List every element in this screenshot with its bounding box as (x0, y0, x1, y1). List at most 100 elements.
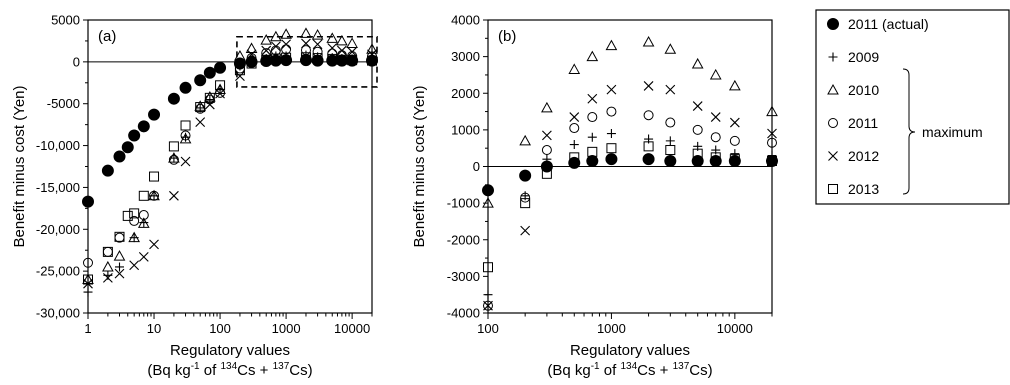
legend-frame (815, 9, 1010, 205)
legend-label: 2010 (848, 82, 879, 98)
data-point (83, 287, 93, 297)
data-point (568, 156, 581, 169)
panel-a-x-tick-label: 10000 (334, 321, 370, 336)
panel-b-label: (b) (498, 28, 516, 45)
data-point (245, 42, 258, 53)
panel-a-y-tick-label: -30,000 (36, 306, 80, 321)
panel-b-series-2011 (483, 106, 777, 311)
data-point (520, 192, 531, 203)
data-point (691, 155, 704, 168)
panel-b-y-tick-label: 1000 (451, 122, 480, 137)
data-point (519, 169, 532, 182)
panel-b-x-tick-label: 1000 (597, 321, 626, 336)
legend: 2011 (actual) 2009 2010 2011 2012 2013 maximu… (815, 9, 1010, 205)
data-point (327, 43, 338, 53)
data-point (520, 198, 531, 209)
data-point (138, 252, 149, 262)
data-point (102, 272, 113, 283)
data-point (169, 190, 179, 201)
panel-b-series-2011-actual- (482, 153, 778, 197)
data-point (665, 84, 676, 95)
data-point (326, 32, 339, 43)
data-point (215, 88, 225, 99)
data-point (568, 63, 581, 74)
data-point (180, 156, 191, 167)
data-point (102, 246, 113, 257)
data-point (114, 268, 125, 279)
data-point (606, 129, 616, 139)
data-point (195, 103, 205, 113)
data-point (569, 123, 580, 134)
data-point (115, 262, 125, 272)
panel-b-y-tick-label: 4000 (451, 13, 480, 28)
data-point (128, 129, 141, 142)
data-point (102, 260, 114, 272)
panel-b-series-2009 (483, 129, 777, 300)
data-point (366, 54, 378, 67)
data-point (767, 128, 777, 139)
data-point (767, 137, 777, 148)
data-point (482, 197, 494, 208)
data-point (520, 225, 531, 236)
data-point (569, 112, 580, 122)
data-point (203, 66, 216, 79)
panel-a-x-tick-label: 10 (147, 321, 161, 336)
panel-a-y-tick-label: -10,000 (36, 138, 80, 153)
data-point (113, 150, 126, 163)
data-point (270, 30, 282, 42)
data-point (643, 110, 654, 121)
data-point (129, 208, 140, 219)
data-point (569, 140, 579, 150)
data-point (149, 191, 159, 201)
legend-label: 2009 (848, 49, 879, 65)
data-point (129, 233, 139, 243)
panel-b-x-tick-label: 10000 (717, 321, 753, 336)
legend-label: 2013 (848, 181, 879, 197)
legend-marker-triangle (827, 83, 839, 95)
chart-panel-a: 5000 0 -5000 -10,000 -15,000 -20,000 -25,000 -3… (11, 13, 378, 379)
panel-a-x-tick-label: 100 (209, 321, 231, 336)
panel-a-series-2011-actual- (82, 54, 378, 208)
data-point (729, 135, 740, 146)
data-point (281, 39, 291, 50)
legend-group-label: maximum (922, 124, 983, 140)
data-point (519, 134, 532, 146)
data-point (691, 57, 704, 69)
data-point (337, 45, 347, 56)
panel-a-series-2010 (82, 27, 378, 285)
panel-b-y-tick-label: -2000 (447, 232, 480, 247)
data-point (483, 290, 493, 300)
data-point (606, 84, 617, 95)
data-point (114, 231, 125, 242)
data-point (149, 190, 160, 201)
data-point (269, 54, 282, 67)
data-point (541, 101, 553, 113)
data-point (149, 239, 159, 250)
data-point (101, 164, 114, 177)
data-point (83, 274, 93, 285)
panel-b-x-axis-title: Regulatory values (570, 342, 690, 359)
data-point (665, 136, 675, 146)
data-point (335, 54, 348, 67)
data-point (587, 132, 597, 142)
panel-b-y-tick-label: -3000 (447, 269, 480, 284)
data-point (606, 106, 617, 117)
data-point (692, 124, 703, 135)
panel-b-y-tick-label: 3000 (451, 49, 480, 64)
data-point (138, 190, 149, 201)
data-point (729, 117, 740, 128)
legend-marker-circle (828, 118, 838, 128)
data-point (483, 300, 493, 311)
data-point (261, 45, 272, 56)
panel-b-y-tick-label: 0 (473, 159, 480, 174)
data-point (280, 54, 293, 67)
data-point (194, 74, 207, 87)
panel-a-y-tick-label: -5000 (47, 96, 80, 111)
data-point (114, 232, 125, 243)
data-point (82, 195, 94, 208)
chart-panel-b: 40003000200010000-1000-2000-3000-4000100… (411, 13, 778, 379)
data-point (245, 55, 258, 68)
data-point (346, 54, 359, 67)
panel-b-x-tick-label: 100 (477, 321, 499, 336)
panel-a-series-2011 (83, 44, 377, 268)
